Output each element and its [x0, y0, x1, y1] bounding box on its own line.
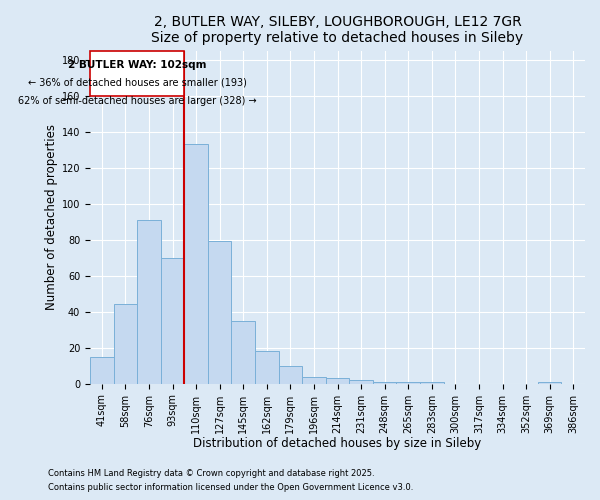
Bar [232, 320, 255, 384]
Y-axis label: Number of detached properties: Number of detached properties [44, 124, 58, 310]
Bar [397, 382, 420, 384]
Text: 62% of semi-detached houses are larger (328) →: 62% of semi-detached houses are larger (… [18, 96, 256, 106]
Bar [184, 144, 208, 384]
Bar [373, 382, 397, 384]
Bar [208, 242, 232, 384]
Bar [113, 304, 137, 384]
Bar [302, 376, 326, 384]
Bar [326, 378, 349, 384]
Bar [538, 382, 562, 384]
Bar [349, 380, 373, 384]
Bar [278, 366, 302, 384]
Bar [90, 356, 113, 384]
Text: ← 36% of detached houses are smaller (193): ← 36% of detached houses are smaller (19… [28, 78, 247, 88]
Bar [90, 50, 184, 96]
Text: Contains HM Land Registry data © Crown copyright and database right 2025.: Contains HM Land Registry data © Crown c… [48, 468, 374, 477]
Bar [161, 258, 184, 384]
Title: 2, BUTLER WAY, SILEBY, LOUGHBOROUGH, LE12 7GR
Size of property relative to detac: 2, BUTLER WAY, SILEBY, LOUGHBOROUGH, LE1… [151, 15, 524, 45]
Text: 2 BUTLER WAY: 102sqm: 2 BUTLER WAY: 102sqm [68, 60, 206, 70]
Bar [137, 220, 161, 384]
Bar [420, 382, 443, 384]
X-axis label: Distribution of detached houses by size in Sileby: Distribution of detached houses by size … [193, 437, 482, 450]
Text: Contains public sector information licensed under the Open Government Licence v3: Contains public sector information licen… [48, 484, 413, 492]
Bar [255, 352, 278, 384]
